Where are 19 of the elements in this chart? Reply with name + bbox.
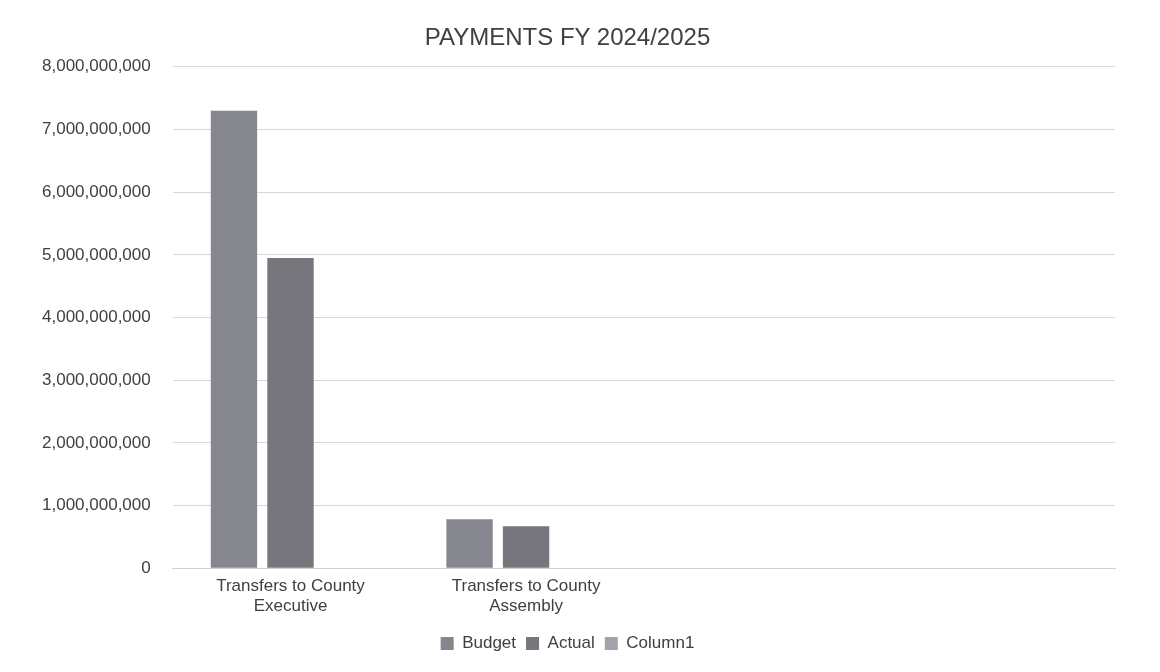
y-tick-label: 0 — [141, 557, 151, 577]
bar — [267, 257, 314, 568]
y-tick-label: 5,000,000,000 — [42, 244, 151, 264]
bar — [210, 110, 258, 568]
y-tick-label: 2,000,000,000 — [42, 432, 151, 452]
y-tick-label: 7,000,000,000 — [42, 119, 151, 139]
legend-label: Actual — [547, 633, 595, 653]
y-tick-label: 6,000,000,000 — [42, 181, 151, 201]
bar — [446, 519, 493, 568]
x-tick-label: Transfers to County Executive — [216, 576, 366, 616]
y-tick-label: 3,000,000,000 — [42, 369, 151, 389]
y-tick-label: 4,000,000,000 — [42, 307, 151, 327]
legend-label: Column1 — [626, 633, 695, 653]
y-tick-label: 1,000,000,000 — [42, 495, 151, 515]
x-tick-label: Transfers to County Assembly — [451, 576, 601, 616]
bar — [502, 526, 550, 568]
y-tick-label: 8,000,000,000 — [42, 56, 151, 76]
chart-title: PAYMENTS FY 2024/2025 — [424, 23, 711, 51]
legend-label: Budget — [462, 633, 517, 653]
